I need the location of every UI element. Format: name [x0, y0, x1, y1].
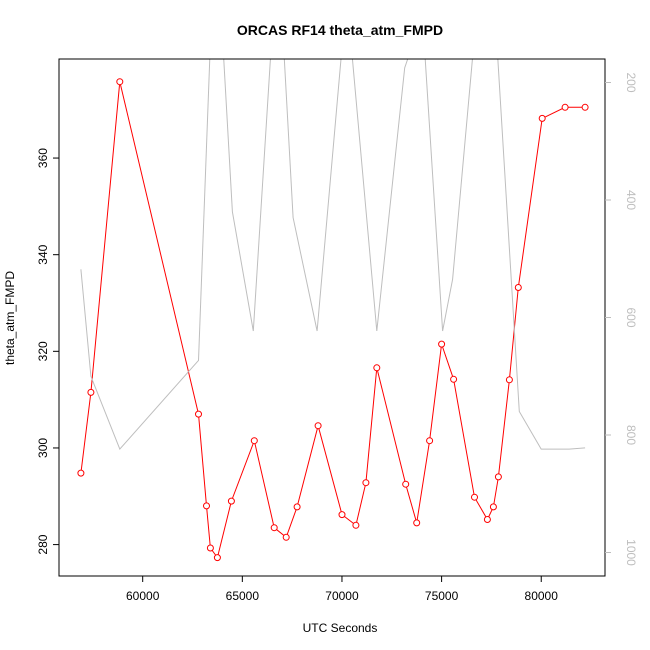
x-tick-label: 70000: [325, 589, 359, 603]
x-tick-label: 65000: [226, 589, 260, 603]
data-point: [362, 479, 370, 487]
x-tick-label: 80000: [525, 589, 559, 603]
y2-tick-label: 800: [624, 425, 638, 445]
data-point: [250, 437, 258, 445]
data-point: [195, 410, 202, 418]
y-tick-label: 340: [36, 244, 50, 264]
data-point: [581, 103, 589, 111]
chart-title: ORCAS RF14 theta_atm_FMPD: [237, 22, 443, 38]
data-point: [413, 519, 421, 527]
y2-tick-label: 400: [624, 190, 638, 210]
data-point: [270, 524, 278, 532]
data-point: [561, 103, 569, 111]
y-tick-label: 280: [36, 534, 50, 554]
data-point: [352, 521, 360, 529]
data-point: [373, 364, 381, 372]
plot-frame: [58, 58, 606, 577]
data-point: [77, 469, 85, 477]
x-axis-label: UTC Seconds: [303, 621, 378, 635]
y2-tick-label: 600: [624, 307, 638, 327]
y-tick-label: 320: [36, 341, 50, 361]
x-tick-label: 60000: [126, 589, 160, 603]
data-point: [293, 503, 301, 511]
data-point: [489, 503, 497, 511]
series-layer: [77, 59, 589, 562]
data-point: [505, 376, 513, 384]
y-tick-label: 300: [36, 438, 50, 458]
x-tick-label: 75000: [425, 589, 459, 603]
data-point: [438, 340, 446, 348]
y-axis-label: theta_atm_FMPD: [3, 271, 17, 365]
data-point: [87, 388, 95, 396]
data-point: [494, 473, 502, 481]
data-point: [282, 533, 290, 541]
data-point: [483, 516, 491, 523]
y2-tick-label: 200: [624, 72, 638, 92]
data-point: [227, 497, 235, 505]
y2-tick-label: 1000: [624, 539, 638, 566]
x-axis: 60000 65000 70000 75000 80000: [126, 576, 558, 603]
data-point: [338, 511, 346, 519]
data-point: [314, 422, 322, 430]
data-point: [203, 502, 210, 510]
data-point: [402, 480, 410, 488]
data-point: [426, 437, 434, 445]
data-point: [116, 78, 124, 86]
data-point: [538, 114, 546, 122]
y-axis-right: 200 400 600 800 1000: [605, 72, 638, 566]
data-point: [206, 544, 214, 552]
data-point: [471, 493, 478, 501]
y-tick-label: 360: [36, 148, 50, 168]
data-point: [514, 284, 522, 291]
y-axis-left: 280 300 320 340 360: [36, 148, 59, 555]
data-point: [213, 554, 221, 562]
data-point: [450, 375, 458, 383]
